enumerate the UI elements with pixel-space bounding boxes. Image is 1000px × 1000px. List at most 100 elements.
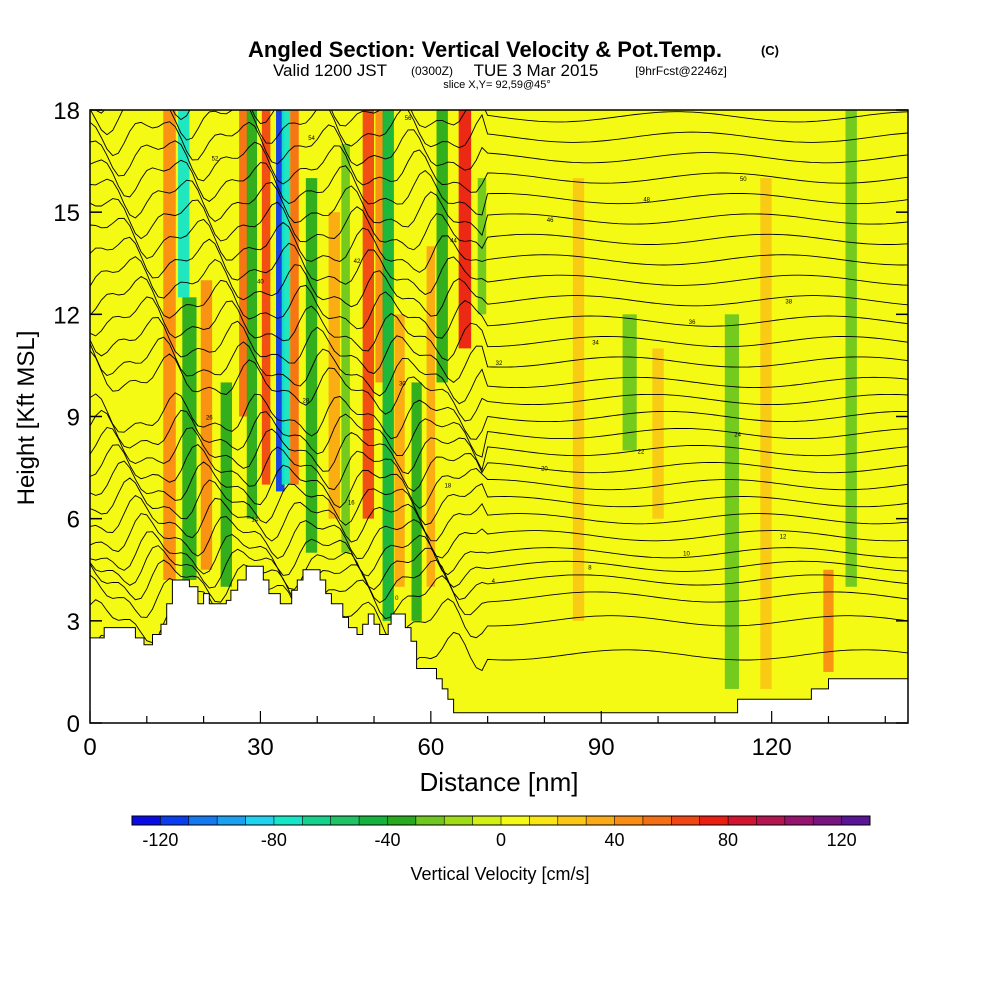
theta-contour-line [90,513,908,560]
theta-contour-label: 4 [492,579,496,585]
velocity-column [382,110,394,621]
velocity-column [290,110,299,485]
theta-contour-line [90,350,908,422]
velocity-column [411,382,422,621]
colorbar-tick-labels: -120 -80 -40 0 40 80 120 [142,830,856,850]
colorbar-swatch [671,816,701,825]
theta-contour-label: 38 [785,300,792,306]
theta-contour-label: 20 [541,467,548,473]
x-tick-label: 90 [588,734,615,761]
velocity-column [394,314,405,587]
x-tick-label: 0 [83,734,96,761]
colorbar-swatch [529,816,559,825]
chart-title: Angled Section: Vertical Velocity & Pot.… [248,37,722,62]
velocity-column [823,569,834,672]
theta-contour-line [90,392,908,440]
theta-contour-line [90,531,908,577]
theta-contour-label: 22 [638,450,645,456]
theta-contour-label: 34 [592,341,599,347]
colorbar-swatch [245,816,275,825]
theta-contour-label: 36 [689,320,696,326]
y-tick-label: 6 [67,507,80,534]
slice-label: slice X,Y= 92,59@45° [443,79,551,91]
theta-contour-label: 10 [683,552,690,558]
x-axis: 0 30 60 90 120 [83,711,886,761]
colorbar-swatch [699,816,729,825]
terrain-mask [90,565,908,723]
colorbar-swatch [415,816,445,825]
velocity-column [200,280,213,570]
theta-contour-line [90,217,908,273]
colorbar-tick-label: -40 [374,830,400,850]
theta-contour-line [90,275,908,339]
theta-contour-label: 52 [212,157,219,163]
theta-contour-label: 44 [450,238,457,244]
theta-contour-line [90,256,908,317]
y-tick-label: 15 [53,200,80,227]
velocity-column [246,110,258,519]
theta-contour-line [90,140,908,193]
theta-contour-line [90,159,908,216]
theta-contour-line [90,110,908,149]
theta-contour-label: 50 [740,177,747,183]
colorbar-swatch [501,816,530,825]
theta-contour-line [94,110,908,128]
colorbar-swatch [387,816,417,825]
theta-contour-label: 48 [643,198,650,204]
velocity-column [276,110,285,492]
theta-contour-label: 16 [348,501,355,507]
velocity-column [182,297,197,580]
colorbar-swatch [359,816,388,825]
velocity-column [305,178,318,553]
colorbar-tick-label: 0 [496,830,506,850]
colorbar-tick-label: -120 [142,830,178,850]
theta-contour-label: 42 [354,259,361,265]
velocity-column [652,348,664,519]
theta-contour-line [90,444,908,492]
velocity-column [436,110,448,383]
theta-contour-label: 18 [445,484,452,490]
colorbar-swatch [642,816,672,825]
subtitle-valid-time: Valid 1200 JST [273,61,387,80]
theta-contour-line [90,336,908,405]
theta-contour-label: 32 [496,361,503,367]
y-tick-label: 18 [53,98,80,125]
colorbar-swatch [557,816,587,825]
x-tick-label: 120 [752,734,792,761]
y-tick-label: 3 [67,609,80,636]
colorbar-swatch [784,816,814,825]
velocity-column [724,314,740,689]
theta-contour-line [90,477,908,526]
colorbar-tick-label: 120 [827,830,857,850]
theta-contour-line [90,426,908,475]
theta-contour-line [90,559,908,605]
velocity-column [845,110,857,587]
chart-subtitle: Valid 1200 JST (0300Z) TUE 3 Mar 2015 [9… [273,61,727,80]
velocity-column [220,382,233,587]
velocity-column [362,110,375,519]
theta-contour-label: 30 [399,381,406,387]
colorbar-swatch [444,816,474,825]
theta-contour-label: 8 [588,565,592,571]
y-tick-label: 9 [67,405,80,432]
colorbar-swatch [132,816,161,825]
x-axis-label: Distance [nm] [420,767,579,797]
velocity-column [760,178,772,689]
theta-contour-label: 40 [257,279,264,285]
subtitle-date: TUE 3 Mar 2015 [474,61,599,80]
theta-contour-line [90,460,908,509]
velocity-column [375,110,384,383]
y-tick-label: 12 [53,302,80,329]
theta-contour-line [90,409,908,458]
colorbar-tick-label: 40 [605,830,625,850]
velocity-column [458,110,472,349]
theta-contour-line [90,178,908,237]
theta-contour-label: 54 [308,136,315,142]
theta-contour-line [90,198,908,251]
theta-contour-line [90,317,908,383]
theta-contour-line [90,296,908,362]
velocity-column [178,110,190,298]
colorbar-label: Vertical Velocity [cm/s] [410,864,589,884]
